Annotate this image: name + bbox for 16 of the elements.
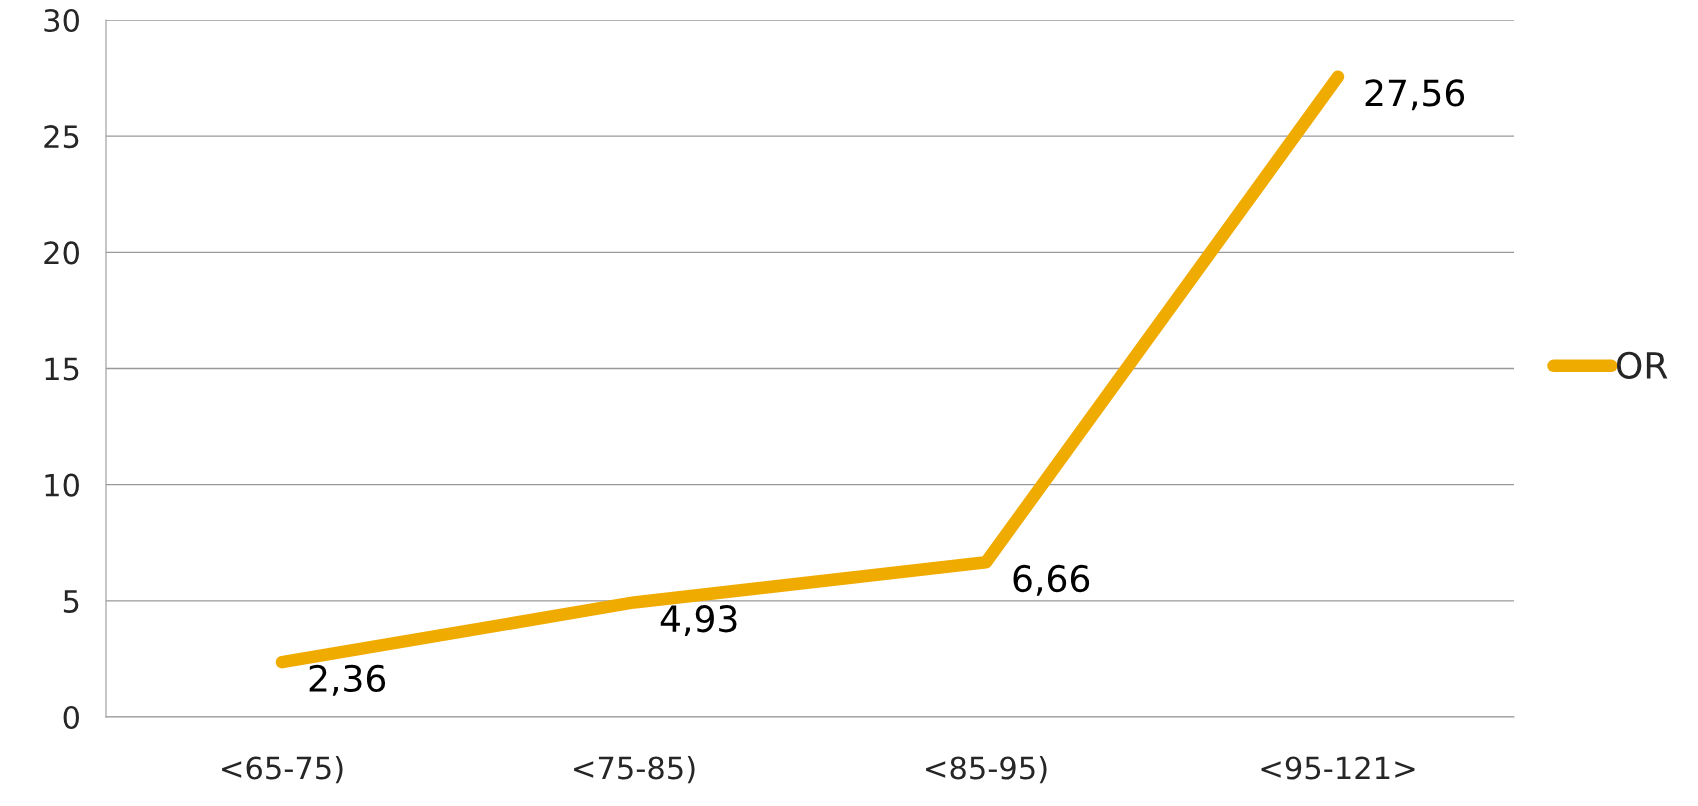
x-tick-label: <85-95) [926,755,1047,784]
y-tick-label: 20 [44,241,79,265]
x-tick-label: <65-75) [222,755,343,784]
data-label: 2,36 [309,664,386,696]
data-label: 6,66 [1013,564,1090,596]
x-tick-label: <95-121> [1261,756,1415,780]
y-tick-label: 0 [63,705,79,730]
data-label: 27,56 [1365,79,1465,111]
y-tick-label: 10 [45,473,79,497]
y-tick-label: 5 [63,590,79,613]
y-tick-label: 15 [45,357,79,381]
y-tick-label: 25 [44,125,79,149]
y-tick-label: 30 [44,8,79,33]
x-tick-label: <75-85) [574,755,695,784]
legend-label: OR [1616,351,1668,379]
data-label: 4,93 [660,605,737,637]
